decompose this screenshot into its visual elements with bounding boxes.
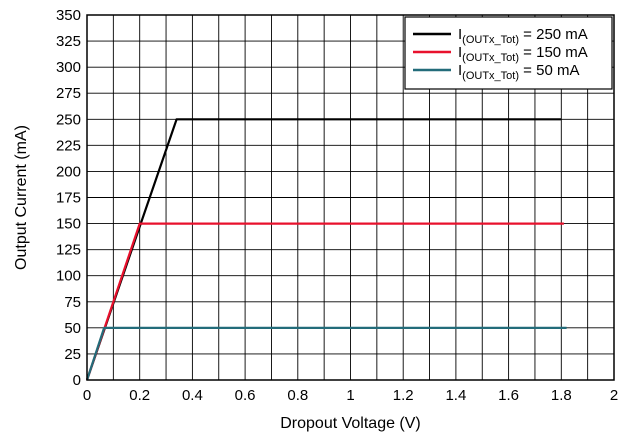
y-tick-label: 225 bbox=[56, 137, 81, 154]
plot-frame bbox=[86, 14, 615, 381]
series-lines bbox=[85, 118, 567, 381]
x-tick-label: 1 bbox=[346, 387, 354, 404]
x-tick-label: 2 bbox=[610, 387, 618, 404]
x-tick-label: 0.6 bbox=[235, 387, 256, 404]
legend-entry: I(OUTx_Tot) = 50 mA bbox=[458, 62, 579, 82]
y-axis-title: Output Current (mA) bbox=[13, 125, 30, 270]
y-tick-label: 250 bbox=[56, 111, 81, 128]
y-tick-label: 100 bbox=[56, 268, 81, 285]
x-tick-label: 0.4 bbox=[182, 387, 203, 404]
series-line-3 bbox=[85, 326, 567, 381]
y-tick-label: 175 bbox=[56, 190, 81, 207]
y-tick-label: 25 bbox=[64, 346, 81, 363]
legend-entry: I(OUTx_Tot) = 250 mA bbox=[458, 26, 588, 46]
legend-entry: I(OUTx_Tot) = 150 mA bbox=[458, 44, 588, 64]
x-tick-label: 0 bbox=[83, 387, 91, 404]
y-tick-label: 350 bbox=[56, 7, 81, 24]
y-tick-label: 0 bbox=[73, 372, 81, 389]
y-tick-label: 125 bbox=[56, 242, 81, 259]
x-tick-label: 1.8 bbox=[551, 387, 572, 404]
y-tick-label: 50 bbox=[64, 320, 81, 337]
x-tick-label: 0.2 bbox=[129, 387, 150, 404]
y-tick-label: 200 bbox=[56, 163, 81, 180]
x-tick-label: 1.6 bbox=[498, 387, 519, 404]
x-tick-label: 1.4 bbox=[445, 387, 466, 404]
x-tick-label: 1.2 bbox=[393, 387, 414, 404]
legend: I(OUTx_Tot) = 250 mAI(OUTx_Tot) = 150 mA… bbox=[404, 16, 613, 90]
y-tick-labels: 0 25 50 75 100 125 150 175 200 225 250 275 300 325 350 bbox=[56, 7, 81, 389]
x-tick-labels: 0 0.2 0.4 0.6 0.8 1 1.2 1.4 1.6 1.8 2 bbox=[83, 387, 618, 404]
x-tick-label: 0.8 bbox=[287, 387, 308, 404]
y-tick-label: 150 bbox=[56, 216, 81, 233]
series-line-2 bbox=[85, 222, 564, 381]
y-tick-label: 325 bbox=[56, 33, 81, 50]
y-tick-label: 300 bbox=[56, 59, 81, 76]
y-tick-label: 75 bbox=[64, 294, 81, 311]
x-axis-title: Dropout Voltage (V) bbox=[280, 415, 421, 432]
y-tick-label: 275 bbox=[56, 85, 81, 102]
